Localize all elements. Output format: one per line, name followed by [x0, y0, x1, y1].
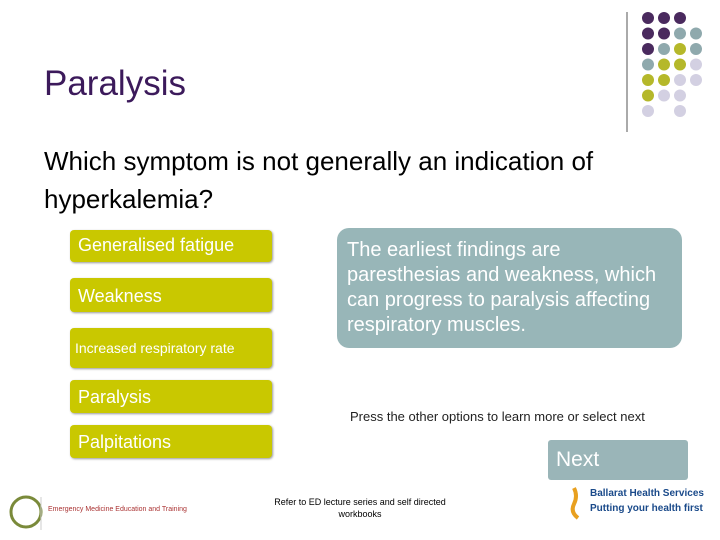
right-logo-tagline: Putting your health first — [590, 503, 703, 514]
left-logo-emblem — [9, 495, 43, 529]
dot — [658, 74, 670, 86]
dot — [642, 89, 654, 102]
dot — [658, 43, 670, 55]
dot-pattern — [642, 12, 702, 117]
option-button[interactable]: Generalised fatigue — [70, 230, 272, 262]
dot — [658, 89, 670, 102]
footer-note: Refer to ED lecture series and self dire… — [274, 497, 446, 519]
left-logo-text: Emergency Medicine Education and Trainin… — [48, 506, 187, 513]
next-button[interactable]: Next — [548, 440, 688, 480]
option-button[interactable]: Paralysis — [70, 380, 272, 413]
dot — [642, 105, 654, 117]
dot — [642, 74, 654, 86]
dot — [690, 58, 702, 71]
dot — [690, 27, 702, 40]
dot — [674, 58, 686, 71]
dot — [642, 12, 654, 24]
dot — [674, 74, 686, 86]
dot — [690, 43, 702, 55]
dot — [674, 89, 686, 102]
dot — [658, 58, 670, 71]
slide-title: Paralysis — [44, 64, 186, 103]
feedback-box: The earliest findings are paresthesias a… — [337, 228, 682, 348]
right-logo-name: Ballarat Health Services — [590, 488, 704, 499]
right-logo-emblem — [570, 487, 580, 520]
dot — [690, 74, 702, 86]
dot — [674, 105, 686, 117]
option-button[interactable]: Weakness — [70, 278, 272, 312]
dot — [674, 27, 686, 40]
dot — [642, 58, 654, 71]
dot — [658, 27, 670, 40]
dot — [674, 12, 686, 24]
option-button[interactable]: Increased respiratory rate — [70, 328, 272, 368]
dot — [642, 27, 654, 40]
dot — [674, 43, 686, 55]
option-button[interactable]: Palpitations — [70, 425, 272, 458]
dot — [642, 43, 654, 55]
dot — [658, 12, 670, 24]
question: Which symptom is not generally an indica… — [44, 146, 594, 214]
instruction: Press the other options to learn more or… — [350, 409, 645, 424]
